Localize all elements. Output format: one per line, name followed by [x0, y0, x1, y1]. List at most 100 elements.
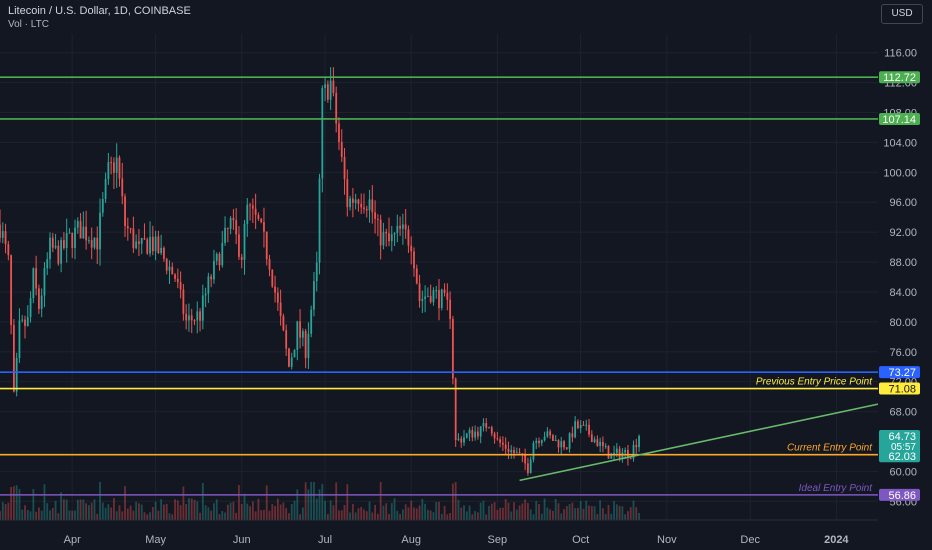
level-annotation: Ideal Entry Point — [799, 483, 874, 494]
volume-bar — [599, 500, 602, 520]
candle-body — [43, 268, 46, 296]
price-tag-label: 62.03 — [888, 451, 916, 463]
volume-bar — [235, 512, 238, 520]
candle-body — [146, 239, 149, 254]
candle-body — [365, 209, 368, 211]
candle-body — [457, 438, 460, 440]
candle-body — [382, 231, 385, 246]
volume-bar — [638, 512, 640, 520]
price-tag-bg — [879, 430, 920, 453]
volume-bar — [410, 500, 413, 520]
volume-bar — [251, 501, 254, 520]
candle-body — [26, 316, 29, 326]
volume-bar — [65, 499, 68, 520]
candle-body — [74, 227, 76, 248]
volume-bar — [629, 507, 632, 520]
volume-bar — [35, 511, 38, 520]
volume-bar — [382, 505, 385, 520]
volume-bar — [151, 506, 154, 520]
volume-bar — [513, 502, 515, 520]
y-tick-label: 68.00 — [889, 407, 917, 419]
volume-bar — [232, 501, 235, 520]
volume-bar — [265, 485, 268, 520]
volume-bar — [379, 482, 382, 520]
candle-body — [168, 266, 171, 271]
candle-body — [490, 427, 493, 434]
symbol-title[interactable]: Litecoin / U.S. Dollar, 1D, COINBASE — [8, 5, 191, 17]
candle-body — [507, 448, 510, 453]
candle-body — [421, 299, 424, 301]
candle-body — [49, 237, 51, 260]
candle-body — [265, 231, 268, 260]
currency-button[interactable]: USD — [881, 4, 923, 24]
volume-bar — [224, 512, 226, 520]
candle-body — [624, 449, 627, 453]
candle-body — [240, 256, 243, 260]
volume-bar — [104, 507, 107, 520]
price-tag-bg — [879, 488, 920, 501]
price-tag-bg — [879, 71, 920, 84]
volume-bar — [315, 498, 318, 520]
candle-body — [615, 448, 618, 453]
candle-body — [315, 262, 318, 282]
candle-body — [401, 224, 404, 229]
volume-bar — [632, 500, 635, 520]
candle-body — [60, 240, 63, 264]
volume-bar — [532, 514, 535, 520]
candle-body — [435, 290, 438, 292]
volume-indicator-label[interactable]: Vol · LTC — [8, 19, 49, 30]
volume-bar — [7, 502, 10, 520]
candle-body — [463, 437, 465, 443]
volume-bar — [463, 505, 465, 520]
volume-bar — [188, 498, 190, 520]
candle-body — [101, 198, 104, 213]
candle-body — [460, 438, 463, 443]
volume-bar — [238, 485, 240, 520]
volume-bar — [249, 506, 251, 520]
volume-bar — [0, 511, 1, 520]
volume-bar — [129, 505, 132, 520]
candle-body — [121, 178, 124, 197]
candle-body — [515, 452, 518, 454]
volume-bar — [326, 514, 329, 520]
candle-body — [37, 288, 40, 309]
candle-body — [263, 222, 265, 232]
candles — [0, 67, 640, 476]
candle-body — [379, 219, 382, 246]
candle-body — [65, 233, 68, 249]
candle-body — [540, 440, 543, 444]
candle-body — [301, 331, 304, 338]
candle-body — [235, 220, 238, 235]
candle-body — [565, 447, 568, 449]
volume-bar — [88, 505, 90, 520]
candle-body — [324, 84, 326, 88]
price-tag-label: 56.86 — [888, 490, 916, 502]
candle-body — [290, 357, 293, 367]
candle-body — [179, 282, 182, 290]
candle-body — [407, 229, 410, 246]
volume-bar — [457, 499, 460, 520]
volume-bar — [449, 513, 452, 520]
volume-bar — [426, 509, 429, 520]
volume-bar — [432, 512, 435, 520]
y-tick-label: 84.00 — [889, 287, 917, 299]
candle-body — [10, 255, 13, 326]
volume-bar — [124, 486, 126, 520]
volume-bar — [538, 504, 540, 520]
candle-body — [532, 443, 535, 460]
candle-body — [321, 87, 324, 179]
candle-body — [99, 212, 101, 250]
candle-body — [446, 292, 449, 300]
volume-bar — [613, 500, 615, 520]
volume-bar — [365, 511, 368, 520]
candle-body — [12, 325, 15, 392]
candle-body — [279, 302, 282, 317]
volume-bar — [288, 513, 290, 520]
volume-bar — [293, 500, 296, 520]
candle-body — [163, 247, 165, 259]
candle-body — [335, 92, 338, 124]
candle-body — [204, 293, 207, 296]
volume-bar — [404, 504, 407, 520]
price-tag-bg — [879, 450, 920, 463]
